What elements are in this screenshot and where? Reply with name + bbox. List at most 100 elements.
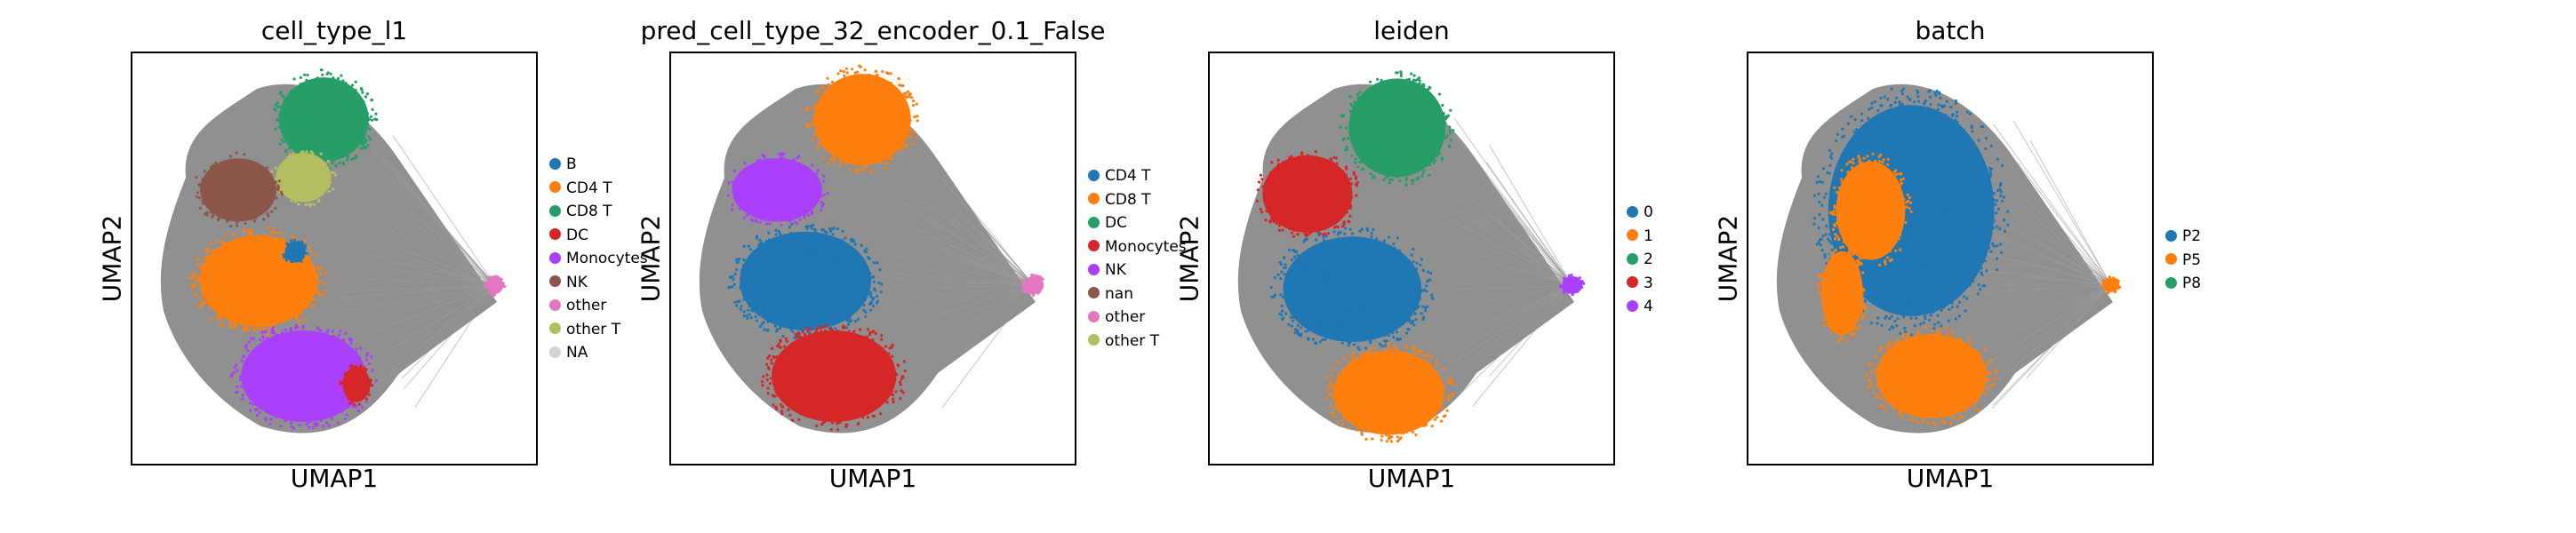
data-point (246, 358, 250, 362)
data-point (822, 347, 826, 351)
data-point (1361, 134, 1364, 138)
data-point (221, 164, 225, 168)
data-point (829, 102, 833, 106)
data-point (767, 231, 771, 235)
data-point (1378, 296, 1381, 300)
data-point (874, 158, 877, 162)
data-point (1370, 91, 1373, 95)
data-point (903, 120, 907, 123)
data-point (776, 345, 780, 348)
data-point (318, 293, 322, 297)
data-point (257, 298, 260, 301)
data-point (357, 355, 362, 360)
data-point (807, 378, 812, 381)
data-point (219, 274, 222, 278)
graph-edge (1429, 207, 1572, 286)
data-point (328, 91, 332, 94)
data-point (311, 194, 315, 197)
data-point (828, 227, 831, 230)
data-point (1271, 179, 1275, 183)
data-point (1330, 374, 1333, 378)
data-point (319, 152, 323, 155)
data-point (212, 167, 217, 171)
data-point (302, 343, 306, 346)
data-point (280, 138, 284, 141)
data-point (351, 379, 355, 383)
data-point (836, 244, 839, 248)
data-point (1337, 256, 1340, 259)
data-point (304, 294, 308, 298)
data-point (789, 328, 793, 331)
data-point (298, 423, 301, 427)
data-point (245, 326, 249, 330)
data-point (788, 235, 791, 239)
data-point (904, 127, 908, 131)
data-point (731, 180, 734, 184)
data-point (828, 284, 832, 288)
data-point (897, 364, 900, 368)
graph-edge (1443, 198, 1572, 286)
data-point (1381, 129, 1385, 132)
data-point (1391, 265, 1395, 268)
data-point (1322, 251, 1325, 256)
data-point (1424, 149, 1428, 153)
data-point (1421, 354, 1425, 357)
data-point (810, 300, 813, 304)
data-point (779, 161, 782, 164)
data-point (1367, 286, 1371, 290)
data-point (1428, 173, 1431, 177)
data-point (1407, 328, 1411, 331)
graph-edge (901, 284, 1034, 300)
legend-entry: DC (1088, 214, 1127, 232)
data-point (208, 169, 212, 172)
data-point (797, 350, 801, 354)
data-point (873, 155, 877, 159)
data-point (312, 125, 316, 129)
data-point (768, 158, 772, 162)
data-point (364, 400, 368, 403)
data-point (342, 107, 346, 112)
data-point (745, 165, 748, 169)
data-point (1368, 415, 1372, 418)
data-point (1315, 183, 1318, 187)
data-point (816, 147, 820, 150)
data-point (307, 347, 310, 352)
data-point (319, 418, 323, 422)
data-point (783, 264, 788, 267)
data-point (839, 89, 843, 92)
data-point (293, 405, 297, 409)
data-point (1365, 107, 1369, 110)
data-point (793, 214, 796, 219)
data-point (803, 213, 806, 217)
data-point (794, 372, 798, 376)
data-point (1388, 364, 1391, 368)
data-point (867, 137, 870, 141)
data-point (843, 107, 846, 111)
data-point (825, 298, 828, 301)
data-point (301, 150, 305, 154)
graph-edge (899, 234, 1034, 286)
data-point (1332, 269, 1335, 273)
data-point (1441, 116, 1444, 120)
graph-edge (1491, 261, 1572, 286)
data-point (229, 249, 233, 252)
data-point (827, 83, 830, 86)
data-point (764, 196, 767, 200)
data-point (861, 293, 865, 297)
data-point (228, 325, 231, 329)
data-point (284, 406, 287, 410)
data-point (869, 360, 873, 363)
data-point (1036, 291, 1040, 295)
data-point (838, 117, 842, 121)
data-point (877, 401, 881, 404)
data-point (226, 219, 229, 223)
data-point (353, 402, 356, 407)
data-point (1407, 262, 1412, 266)
data-point (1340, 383, 1344, 386)
data-point (1388, 264, 1392, 267)
data-point (760, 176, 764, 179)
graph-edge (884, 284, 1034, 371)
data-point (832, 144, 836, 148)
data-point (336, 379, 340, 384)
data-point (284, 148, 288, 153)
